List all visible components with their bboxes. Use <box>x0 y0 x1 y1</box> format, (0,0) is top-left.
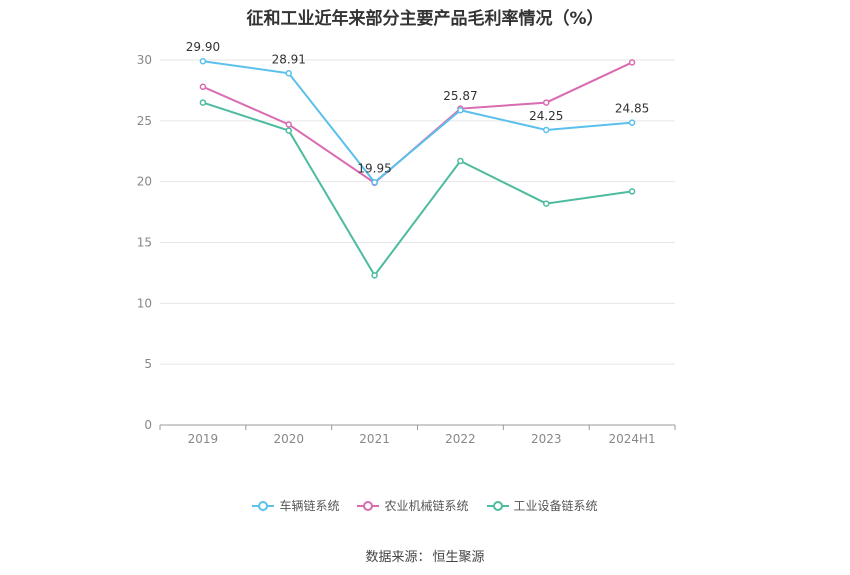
data-point <box>628 188 636 195</box>
data-label: 29.90 <box>186 40 220 54</box>
legend-swatch <box>252 500 275 511</box>
data-point <box>457 157 464 165</box>
legend: 车辆链系统 农业机械链系统 工业设备链系统 <box>0 497 850 514</box>
series-line <box>202 60 633 184</box>
legend-item[interactable]: 农业机械链系统 <box>357 497 469 514</box>
chart-title: 征和工业近年来部分主要产品毛利率情况（%） <box>246 9 604 29</box>
x-tick-label: 2022 <box>445 432 476 446</box>
data-point <box>543 200 550 207</box>
legend-label: 工业设备链系统 <box>513 499 598 513</box>
data-label: 24.25 <box>529 109 563 123</box>
y-tick-label: 30 <box>137 53 152 67</box>
data-point <box>457 106 464 114</box>
x-tick-label: 2024H1 <box>608 432 655 446</box>
y-tick-label: 15 <box>137 236 152 250</box>
legend-label: 农业机械链系统 <box>384 499 469 513</box>
data-point <box>371 272 378 279</box>
data-label: 25.87 <box>443 89 477 103</box>
x-tick-label: 2021 <box>359 432 390 446</box>
y-tick-label: 0 <box>144 418 152 432</box>
data-point <box>199 57 207 65</box>
legend-swatch-marker <box>363 500 374 511</box>
data-point <box>285 127 292 134</box>
series-layer <box>199 57 636 279</box>
y-tick-label: 20 <box>137 175 152 189</box>
data-label: 28.91 <box>272 52 306 66</box>
data-point <box>371 179 378 186</box>
y-tick-label: 10 <box>137 296 152 310</box>
data-point <box>543 99 550 106</box>
data-label: 19.95 <box>357 161 391 175</box>
grid-lines <box>160 59 675 365</box>
data-point <box>199 99 207 106</box>
y-tick-label: 25 <box>137 114 152 128</box>
data-point <box>285 70 292 77</box>
legend-swatch <box>357 500 380 511</box>
legend-label: 车辆链系统 <box>279 499 340 513</box>
legend-item[interactable]: 车辆链系统 <box>252 497 339 514</box>
source-label: 数据来源： <box>365 550 431 565</box>
legend-swatch-marker <box>258 500 269 511</box>
data-labels: 29.90 28.91 19.95 25.87 24.25 24.85 <box>186 40 650 175</box>
x-tick-label: 2020 <box>273 432 304 446</box>
source-value: 恒生聚源 <box>432 550 485 565</box>
data-point <box>628 59 636 66</box>
data-point <box>285 121 292 128</box>
legend-swatch-marker <box>492 500 503 511</box>
x-tick-label: 2019 <box>188 432 219 446</box>
series-line <box>202 101 633 278</box>
data-point <box>628 119 636 126</box>
x-tick-label: 2023 <box>531 432 562 446</box>
data-label: 24.85 <box>615 102 649 116</box>
y-tick-label: 5 <box>144 357 152 371</box>
axes: 0 5 10 15 20 25 30 2019 2020 2021 2022 2023 2024H1 <box>137 53 676 446</box>
data-point <box>543 126 550 134</box>
legend-swatch <box>486 500 509 511</box>
data-point <box>199 83 207 91</box>
legend-item[interactable]: 工业设备链系统 <box>486 497 598 514</box>
source-note: 数据来源： 恒生聚源 <box>0 546 850 565</box>
